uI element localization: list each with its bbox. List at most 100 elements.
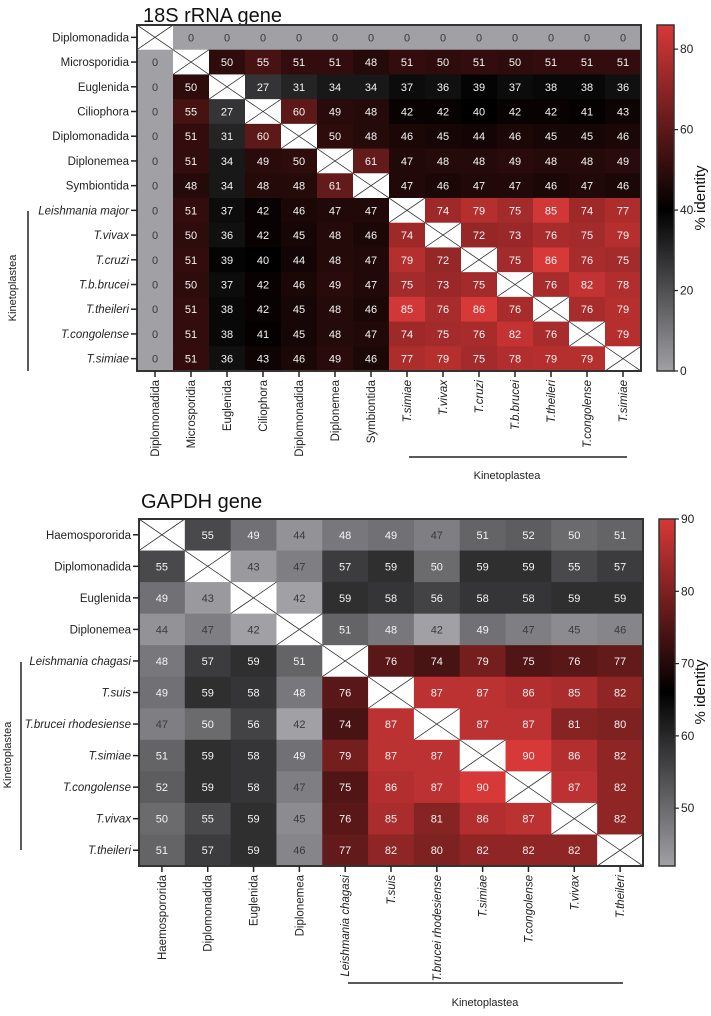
cell-value: 60 xyxy=(293,107,305,119)
colorbar-tick-label: 60 xyxy=(680,123,694,137)
colorbar-label: % identity xyxy=(692,165,709,231)
heatmap-cell xyxy=(461,25,498,51)
cell-value: 51 xyxy=(329,57,341,69)
heatmap-cell xyxy=(459,550,507,583)
cell-value: 0 xyxy=(620,32,626,44)
heatmap-cell xyxy=(533,49,570,75)
heatmap-cell xyxy=(389,173,426,199)
heatmap-cell xyxy=(209,123,246,150)
cell-value: 47 xyxy=(581,181,593,193)
row-label: T.congolense xyxy=(63,782,131,794)
cell-value: 50 xyxy=(185,82,197,94)
cell-value: 27 xyxy=(221,107,233,119)
cell-value: 0 xyxy=(152,181,158,193)
heatmap-cell xyxy=(413,645,461,678)
cell-value: 76 xyxy=(509,304,521,316)
cell-value: 38 xyxy=(221,329,233,341)
cell-value: 48 xyxy=(339,530,351,542)
cell-value: 76 xyxy=(581,255,593,267)
row-label: T.b.brucei xyxy=(79,280,130,292)
heatmap-cell xyxy=(276,771,323,804)
cell-value: 34 xyxy=(365,82,377,94)
cell-value: 46 xyxy=(617,181,629,193)
cell-value: 50 xyxy=(568,530,580,542)
heatmap-cell xyxy=(461,49,498,75)
cell-value: 76 xyxy=(545,280,557,292)
heatmap-cell xyxy=(276,519,323,552)
heatmap-cell xyxy=(173,198,210,224)
cell-value: 85 xyxy=(545,205,557,217)
heatmap-cell xyxy=(173,346,210,372)
cell-value: 48 xyxy=(329,329,341,341)
heatmap-cells: 55 49 44 48 49 47 51 52 50 51 55 43 47 57 59 50 59 59 55 57… xyxy=(138,518,644,867)
diagonal-cross xyxy=(459,739,506,772)
heatmap-cell xyxy=(551,771,598,804)
cell-value: 49 xyxy=(247,530,259,542)
heatmap-cell xyxy=(505,582,552,615)
cell-value: 79 xyxy=(617,329,629,341)
heatmap-cells: 0 0 0 0 0 0 0 0 0 0 0 0 0 0 50 55 51 51 48 51 50 51 50 51 51 51 0 5… xyxy=(136,24,642,372)
heatmap-cell xyxy=(230,676,277,709)
heatmap-cell xyxy=(497,49,534,75)
cell-value: 76 xyxy=(545,230,557,242)
heatmap-cell xyxy=(353,148,390,174)
cell-value: 37 xyxy=(221,205,233,217)
row-label: T.vivax xyxy=(96,814,133,826)
heatmap-cell xyxy=(533,222,570,248)
heatmap-cell xyxy=(533,123,570,150)
cell-value: 51 xyxy=(477,530,489,542)
heatmap-cell xyxy=(281,25,318,51)
cell-value: 75 xyxy=(522,656,534,668)
cell-value: 59 xyxy=(247,814,259,826)
cell-value: 74 xyxy=(401,230,413,242)
cell-value: 82 xyxy=(509,329,521,341)
heatmap-cell xyxy=(605,123,642,150)
heatmap-cell xyxy=(173,222,210,248)
heatmap-cell xyxy=(209,296,246,323)
heatmap-cell xyxy=(459,613,507,646)
heatmap-cell xyxy=(425,296,462,323)
cell-value: 47 xyxy=(365,329,377,341)
heatmap-cell xyxy=(353,296,390,323)
cell-value: 82 xyxy=(614,782,626,794)
heatmap-cell xyxy=(230,519,277,552)
cell-value: 43 xyxy=(257,354,269,366)
heatmap-cell xyxy=(597,771,644,804)
cell-value: 87 xyxy=(568,782,580,794)
cell-value: 45 xyxy=(545,131,557,143)
heatmap-cell xyxy=(245,222,282,248)
cell-value: 38 xyxy=(581,82,593,94)
cell-value: 46 xyxy=(401,131,413,143)
heatmap-cell xyxy=(245,272,282,298)
cell-value: 59 xyxy=(202,782,214,794)
row-label: Diplomonadida xyxy=(54,561,131,573)
heatmap-cell xyxy=(533,198,570,224)
diagonal-cross xyxy=(596,834,644,867)
heatmap-cell xyxy=(353,272,390,298)
group-label-rows: Kinetoplastea xyxy=(7,254,19,322)
group-label-columns: Kinetoplastea xyxy=(452,997,520,1009)
cell-value: 48 xyxy=(329,230,341,242)
column-label: T.suis xyxy=(386,875,398,905)
cell-value: 49 xyxy=(156,593,168,605)
colorbar-tick-label: 50 xyxy=(681,801,695,815)
cell-value: 0 xyxy=(152,280,158,292)
cell-value: 76 xyxy=(473,329,485,341)
heatmap-cell xyxy=(413,676,461,709)
heatmap-cell xyxy=(533,99,570,125)
colorbar-tick-label: 80 xyxy=(680,42,694,56)
cell-value: 46 xyxy=(293,280,305,292)
heatmap-cell xyxy=(389,346,426,372)
diagonal-cross xyxy=(208,74,246,100)
column-label: Diplonemea xyxy=(294,874,306,936)
cell-value: 76 xyxy=(437,304,449,316)
cell-value: 59 xyxy=(247,845,259,857)
cell-value: 87 xyxy=(431,688,443,700)
column-label: T.vivax xyxy=(569,874,581,911)
cell-value: 50 xyxy=(156,814,168,826)
heatmap-cell xyxy=(389,247,426,273)
heatmap-cell xyxy=(184,739,232,772)
cell-value: 74 xyxy=(339,719,351,731)
heatmap-cell xyxy=(551,582,598,615)
heatmap-cell xyxy=(533,321,570,347)
